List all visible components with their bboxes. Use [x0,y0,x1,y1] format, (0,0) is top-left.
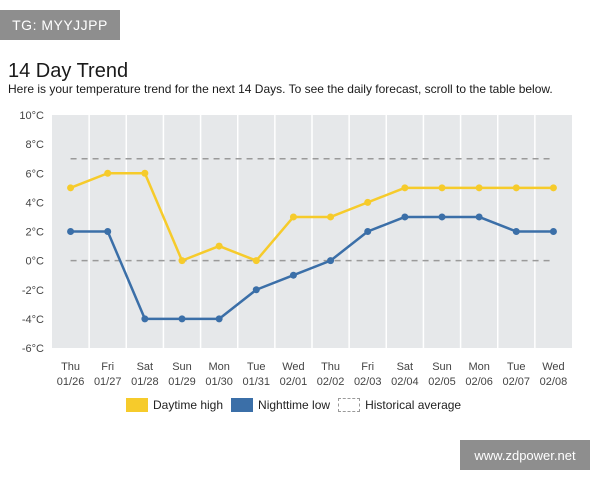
daytime-high-line [70,172,554,262]
x-tick-day: Tue [247,361,266,373]
nighttime-low-point [549,228,557,235]
legend-daytime-label: Daytime high [153,398,224,412]
x-tick-day: Sun [432,361,452,373]
page-subtitle: Here is your temperature trend for the n… [8,82,553,96]
nighttime-low-point [178,315,186,323]
x-tick-day: Thu [61,361,80,373]
daytime-high-point [289,213,297,221]
x-tick-date: 02/06 [465,376,493,388]
daytime-high-point [178,257,186,265]
x-tick-date: 02/08 [540,376,568,388]
legend-historical-label: Historical average [365,398,462,412]
x-tick-day: Mon [468,361,489,373]
x-tick-day: Thu [321,361,340,373]
y-tick-label: 6°C [26,168,45,180]
legend-item-historical[interactable]: Historical average [338,398,461,412]
x-tick-day: Fri [101,361,114,373]
daytime-high-point [549,184,557,192]
nighttime-low-point [252,286,260,294]
y-tick-label: 8°C [26,139,45,151]
x-tick-date: 01/29 [168,376,196,388]
nighttime-low-point [67,228,75,235]
nighttime-low-point [475,213,483,221]
nighttime-low-point [104,228,112,235]
legend-nighttime-label: Nighttime low [258,398,331,412]
daytime-high-point [67,184,75,192]
y-tick-label: 0°C [26,256,45,268]
daytime-swatch [126,398,148,412]
y-tick-label: 10°C [19,110,44,122]
y-tick-label: -6°C [22,343,44,355]
x-tick-day: Wed [282,361,304,373]
site-watermark: www.zdpower.net [460,440,590,470]
nighttime-low-point [401,213,409,221]
daytime-high-point [512,184,520,192]
nighttime-low-line [70,215,554,321]
y-tick-label: 4°C [26,197,45,209]
daytime-high-point [252,257,260,265]
daytime-high-point [438,184,446,192]
legend-item-daytime[interactable]: Daytime high [126,398,223,412]
x-tick-date: 01/27 [94,376,122,388]
x-tick-date: 01/28 [131,376,159,388]
telegram-badge: TG: MYYJJPP [0,10,120,40]
x-tick-day: Fri [361,361,374,373]
daytime-high-point [215,242,223,250]
x-tick-date: 02/05 [428,376,456,388]
x-tick-day: Wed [542,361,564,373]
nighttime-low-point [141,315,149,323]
x-tick-date: 01/26 [57,376,85,388]
daytime-high-point [104,169,112,177]
daytime-high-point [327,213,335,221]
nighttime-low-point [512,228,520,235]
nighttime-swatch [231,398,254,412]
daytime-high-point [364,198,372,206]
temperature-trend-chart: 10°C 8°C 6°C 4°C 2°C 0°C -2°C -4°C -6°C Thu 01/26 F… [19,110,572,388]
x-tick-day: Mon [208,361,229,373]
daytime-high-point [401,184,409,192]
x-tick-date: 02/03 [354,376,382,388]
x-tick-date: 01/30 [205,376,233,388]
nighttime-low-point [438,213,446,221]
historical-swatch [338,398,361,412]
daytime-high-point [141,169,149,177]
y-tick-label: 2°C [26,227,45,239]
x-tick-day: Sun [172,361,192,373]
x-tick-date: 02/02 [317,376,345,388]
x-tick-date: 02/01 [280,376,308,388]
x-tick-day: Sat [397,361,414,373]
x-tick-date: 01/31 [243,376,271,388]
x-tick-date: 02/04 [391,376,419,388]
page-title: 14 Day Trend [8,60,129,82]
daytime-high-point [475,184,483,192]
legend-item-nighttime[interactable]: Nighttime low [231,398,330,412]
x-tick-date: 02/07 [503,376,531,388]
x-tick-day: Sat [137,361,154,373]
y-tick-label: -2°C [22,285,44,297]
nighttime-low-point [215,315,223,323]
y-tick-label: -4°C [22,314,44,326]
nighttime-low-point [364,228,372,235]
nighttime-low-point [289,271,297,279]
nighttime-low-point [327,257,335,265]
x-tick-day: Tue [507,361,526,373]
chart-legend: Daytime high Nighttime low Historical av… [126,398,469,412]
